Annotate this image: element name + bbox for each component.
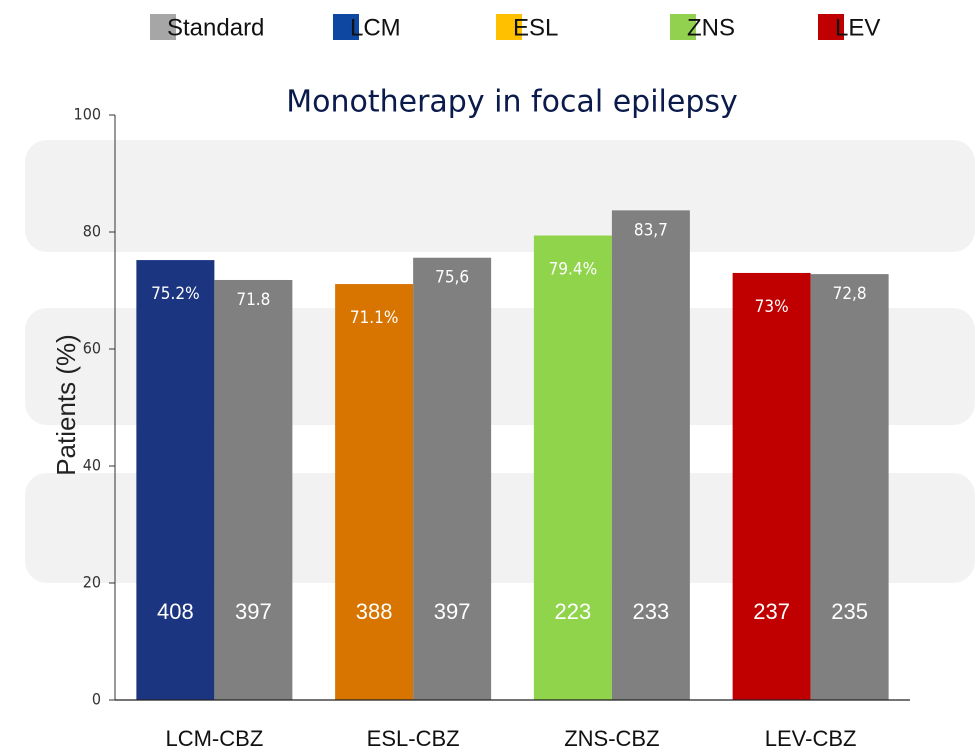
count-label: 397: [235, 599, 272, 624]
value-label: 71.8: [236, 290, 270, 310]
bar: [413, 257, 492, 700]
bar: [214, 279, 293, 700]
bar: [136, 260, 215, 700]
bar: [810, 274, 889, 700]
legend-label: LEV: [835, 14, 880, 41]
x-tick-label: ZNS-CBZ: [564, 726, 659, 751]
y-tick-label: 100: [74, 105, 101, 124]
count-label: 408: [157, 599, 194, 624]
y-axis-label: Patients (%): [51, 334, 81, 476]
y-tick-label: 60: [83, 339, 101, 358]
legend-swatch: [496, 14, 522, 40]
y-tick-label: 40: [83, 456, 101, 475]
x-tick-label: ESL-CBZ: [367, 726, 460, 751]
bar: [335, 284, 414, 700]
count-label: 237: [753, 599, 790, 624]
legend-label: LCM: [350, 14, 401, 41]
x-tick-label: LEV-CBZ: [765, 726, 857, 751]
value-label: 73%: [755, 297, 789, 317]
bar: [611, 210, 690, 701]
y-tick-label: 0: [92, 690, 101, 709]
bar: [732, 272, 811, 700]
legend-swatch: [818, 14, 844, 40]
background-band: [25, 140, 975, 252]
value-label: 83,7: [634, 220, 668, 240]
legend-swatch: [670, 14, 696, 40]
legend-label: Standard: [167, 14, 264, 41]
count-label: 223: [555, 599, 592, 624]
legend-label: ESL: [513, 14, 558, 41]
count-label: 388: [356, 599, 393, 624]
value-label: 75.2%: [151, 284, 200, 304]
value-label: 72,8: [833, 284, 867, 304]
x-tick-label: LCM-CBZ: [165, 726, 263, 751]
count-label: 235: [831, 599, 868, 624]
value-label: 71.1%: [350, 308, 399, 328]
legend-swatch: [150, 14, 176, 40]
value-label: 75,6: [435, 268, 469, 288]
count-label: 397: [434, 599, 471, 624]
value-label: 79.4%: [549, 260, 598, 280]
y-tick-label: 80: [83, 222, 101, 241]
count-label: 233: [633, 599, 670, 624]
legend-label: ZNS: [687, 14, 735, 41]
legend-swatch: [333, 14, 359, 40]
bar: [533, 235, 612, 700]
chart-title: Monotherapy in focal epilepsy: [286, 85, 738, 120]
y-tick-label: 20: [83, 573, 101, 592]
